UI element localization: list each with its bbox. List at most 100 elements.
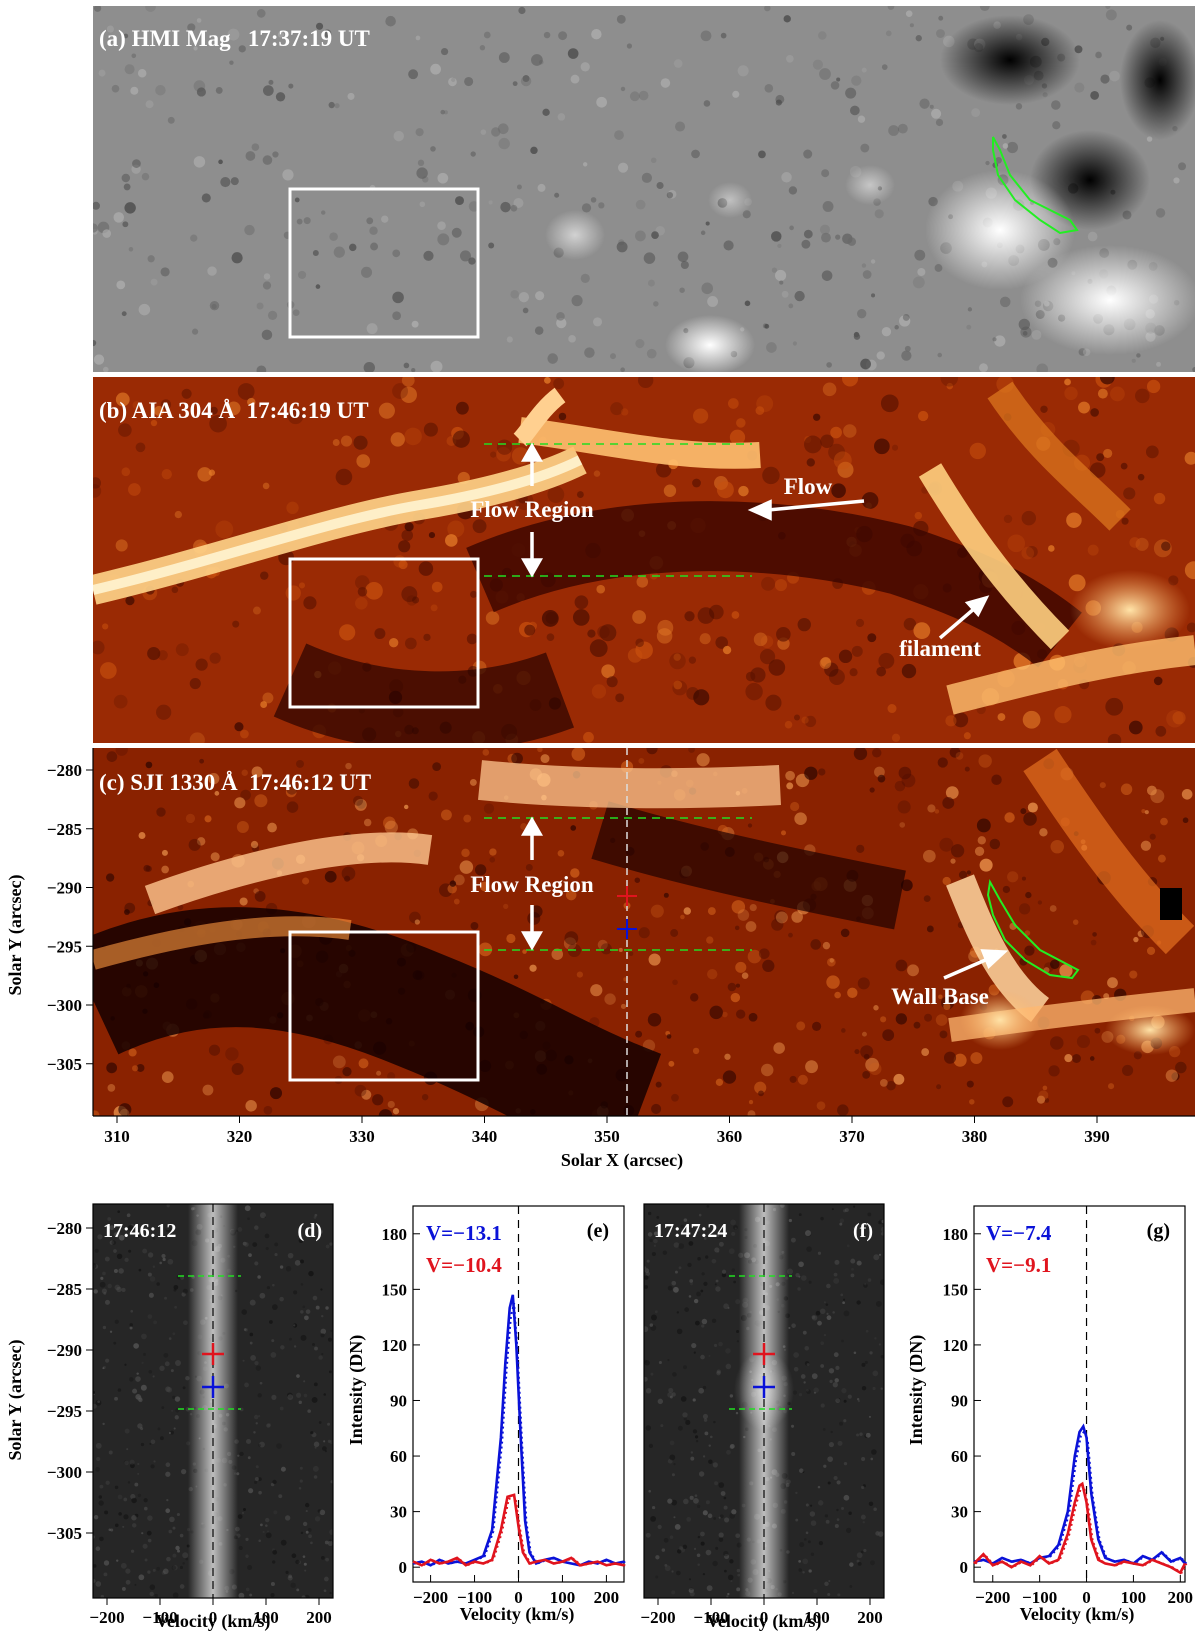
vel-tick-label: 200 (594, 1588, 620, 1607)
int-tick-label: 120 (382, 1336, 408, 1355)
g-ylabel: Intensity (DN) (906, 1335, 927, 1446)
top-x-tick-label: 370 (839, 1127, 865, 1146)
vel-tick-label: −200 (89, 1608, 124, 1627)
int-tick-label: 60 (951, 1447, 968, 1466)
top-y-tick-label: −295 (47, 937, 82, 956)
vel-tick-label: 200 (306, 1608, 332, 1627)
int-tick-label: 60 (390, 1447, 407, 1466)
panel-c-sji1330 (93, 748, 1195, 1116)
int-tick-label: 30 (390, 1503, 407, 1522)
panel-b-label: (b) AIA 304 Å 17:46:19 UT (99, 398, 369, 423)
wall-base-contour (992, 136, 1079, 235)
g-tag: (g) (1147, 1220, 1170, 1242)
vel-tick-label: 0 (209, 1608, 218, 1627)
vel-tick-label: −100 (457, 1588, 492, 1607)
zoom-box-b (288, 557, 480, 709)
e-ylabel: Intensity (DN) (346, 1335, 367, 1446)
int-tick-label: 90 (951, 1391, 968, 1410)
blue-cross-c (617, 919, 637, 939)
blue-fit (975, 1428, 1188, 1565)
top-x-tick-label: 320 (227, 1127, 253, 1146)
vel-tick-label: −200 (413, 1588, 448, 1607)
vel-tick-label: −100 (1022, 1588, 1057, 1607)
flow-region-arrows-c (520, 816, 1009, 980)
int-tick-label: 180 (382, 1225, 408, 1244)
int-tick-label: 120 (943, 1336, 969, 1355)
top-y-tick-label: −290 (47, 879, 82, 898)
flow-region-arrows-b (520, 442, 990, 640)
f-time: 17:47:24 (654, 1220, 727, 1242)
flow-label: Flow (784, 474, 833, 499)
top-xlabel: Solar X (arcsec) (561, 1150, 683, 1171)
zoom-box (288, 187, 480, 339)
img-y-tick-label: −295 (47, 1402, 82, 1421)
panel-d-overlay (178, 1204, 241, 1598)
panel-b-aia304 (93, 377, 1195, 743)
img-y-tick-label: −280 (47, 1219, 82, 1238)
img-y-tick-label: −290 (47, 1341, 82, 1360)
vel-tick-label: −100 (693, 1608, 728, 1627)
e-tag: (e) (587, 1220, 609, 1242)
top-x-tick-label: 330 (349, 1127, 375, 1146)
top-x-tick-label: 340 (472, 1127, 498, 1146)
d-tag: (d) (298, 1220, 322, 1242)
top-y-tick-label: −300 (47, 996, 82, 1015)
top-y-tick-label: −285 (47, 820, 82, 839)
img-y-tick-label: −300 (47, 1463, 82, 1482)
panel-f-overlay (729, 1204, 792, 1598)
panel-a-label: (a) HMI Mag 17:37:19 UT (99, 26, 370, 51)
int-tick-label: 30 (951, 1503, 968, 1522)
vel-tick-label: −200 (640, 1608, 675, 1627)
flow-region-label-c: Flow Region (470, 872, 594, 897)
panel-c-label: (c) SJI 1330 Å 17:46:12 UT (99, 770, 371, 795)
top-axes: 310 320 330 340 350 360 370 380 390 −280 −285 −290 −… (47, 748, 1195, 1146)
int-tick-label: 150 (382, 1280, 408, 1299)
wall-base-label: Wall Base (891, 984, 989, 1009)
vel-tick-label: 200 (857, 1608, 883, 1627)
top-x-tick-label: 310 (104, 1127, 130, 1146)
top-y-tick-label: −280 (47, 761, 82, 780)
top-ylabel: Solar Y (arcsec) (5, 875, 26, 996)
int-tick-label: 0 (960, 1558, 969, 1577)
panel-a-magnetogram (93, 6, 1195, 372)
vel-tick-label: 0 (760, 1608, 769, 1627)
e-xlabel: Velocity (km/s) (460, 1604, 575, 1625)
d-time: 17:46:12 (103, 1220, 176, 1242)
red-cross-c (617, 886, 637, 906)
e-v-blue: V=−13.1 (426, 1221, 502, 1245)
vel-tick-label: 100 (550, 1588, 576, 1607)
vel-tick-label: 0 (514, 1588, 523, 1607)
top-y-tick-label: −305 (47, 1055, 82, 1074)
top-x-tick-label: 360 (717, 1127, 743, 1146)
int-tick-label: 150 (943, 1280, 969, 1299)
d-ylabel: Solar Y (arcsec) (5, 1340, 26, 1461)
vel-tick-label: 100 (253, 1608, 279, 1627)
g-xlabel: Velocity (km/s) (1020, 1604, 1135, 1625)
plot-frame (973, 1205, 1186, 1583)
e-v-red: V=−10.4 (426, 1253, 502, 1277)
int-tick-label: 0 (399, 1558, 408, 1577)
img-y-tick-label: −285 (47, 1280, 82, 1299)
int-tick-label: 180 (943, 1225, 969, 1244)
red-fit (974, 1484, 1188, 1574)
red-fit (413, 1495, 626, 1567)
vel-tick-label: −100 (142, 1608, 177, 1627)
vel-tick-label: 100 (804, 1608, 830, 1627)
vel-tick-label: −200 (975, 1588, 1010, 1607)
f-xlabel: Velocity (km/s) (707, 1611, 822, 1632)
top-x-tick-label: 390 (1084, 1127, 1110, 1146)
top-x-tick-label: 350 (594, 1127, 620, 1146)
img-y-tick-label: −305 (47, 1524, 82, 1543)
panel-f-spectrum-image (644, 1204, 884, 1598)
g-v-blue: V=−7.4 (986, 1221, 1052, 1245)
vel-tick-label: 200 (1168, 1588, 1194, 1607)
top-x-tick-label: 380 (962, 1127, 988, 1146)
wall-base-contour-c (986, 878, 1080, 980)
flow-region-label-b: Flow Region (470, 497, 594, 522)
g-v-red: V=−9.1 (986, 1253, 1051, 1277)
zoom-box-c (288, 930, 480, 1082)
plot-g: 180 150 120 90 60 30 0 −200 −100 0 100 200 (943, 1205, 1194, 1607)
d-xlabel: Velocity (km/s) (156, 1611, 271, 1632)
filament-label: filament (899, 636, 981, 661)
